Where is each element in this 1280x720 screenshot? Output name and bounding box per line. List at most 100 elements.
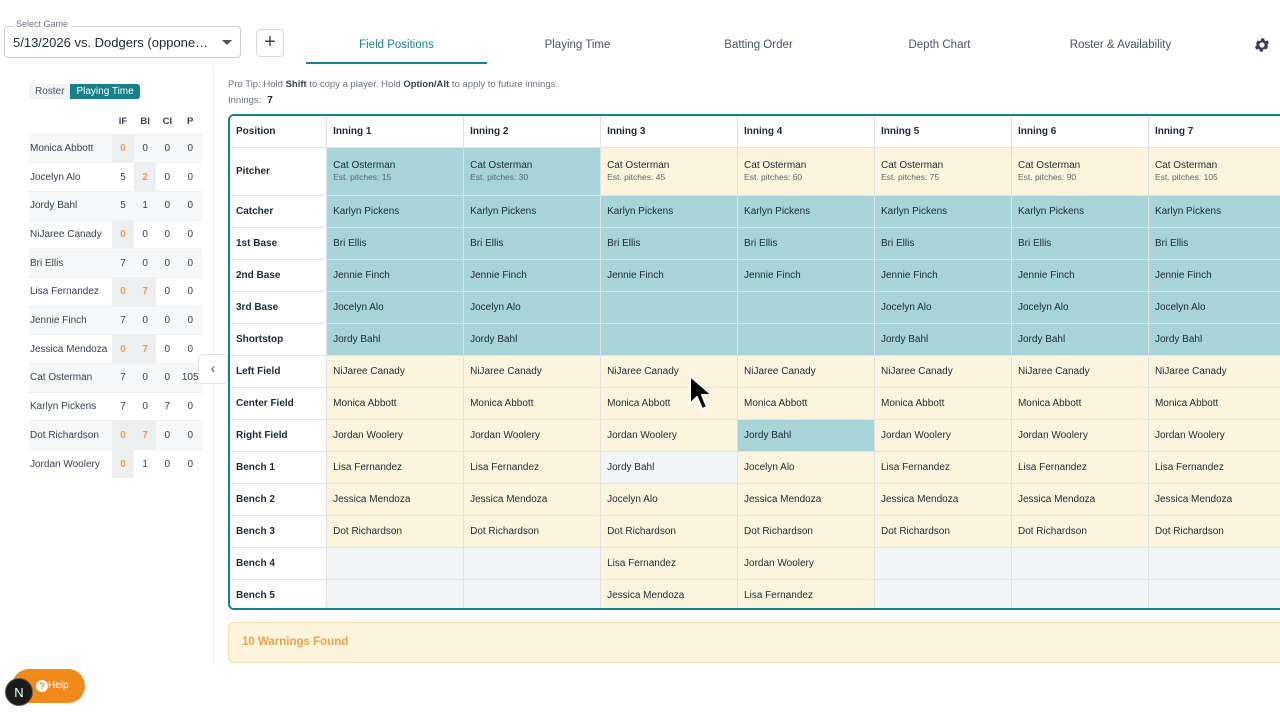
assignment-cell[interactable]: Jordy Bahl <box>874 323 1012 356</box>
add-game-button[interactable]: + <box>256 29 284 57</box>
assignment-cell[interactable]: Dot Richardson <box>737 515 875 548</box>
assignment-cell[interactable]: Jordy Bahl <box>600 451 739 484</box>
assignment-cell[interactable]: Jocelyn Alo <box>1011 291 1149 324</box>
assignment-cell[interactable]: Jessica Mendoza <box>463 483 602 516</box>
assignment-cell[interactable]: Lisa Fernandez <box>463 451 602 484</box>
assignment-cell[interactable]: Jocelyn Alo <box>600 483 739 516</box>
player-row[interactable]: Bri Ellis 7 0 0 0 <box>29 248 202 278</box>
assignment-cell[interactable]: Cat Osterman Est. pitches: 60 <box>737 147 875 196</box>
toggle-roster[interactable]: Roster <box>29 84 71 99</box>
gear-icon[interactable] <box>1253 36 1271 54</box>
assignment-cell[interactable]: Cat Osterman Est. pitches: 90 <box>1011 147 1149 196</box>
tab-playing-time[interactable]: Playing Time <box>544 39 611 51</box>
assignment-cell[interactable]: Jocelyn Alo <box>737 451 875 484</box>
assignment-cell[interactable]: NiJaree Canady <box>326 355 465 388</box>
game-select[interactable]: Select Game 5/13/2026 vs. Dodgers (oppon… <box>4 19 241 58</box>
assignment-cell[interactable]: Karlyn Pickens <box>463 195 602 228</box>
assignment-cell[interactable] <box>600 323 739 356</box>
player-row[interactable]: Jennie Finch 7 0 0 0 <box>29 305 202 335</box>
assignment-cell[interactable]: Bri Ellis <box>600 227 739 260</box>
assignment-cell[interactable]: NiJaree Canady <box>600 355 739 388</box>
assignment-cell[interactable]: Dot Richardson <box>874 515 1012 548</box>
assignment-cell[interactable]: Lisa Fernandez <box>1148 451 1280 484</box>
assignment-cell[interactable]: Bri Ellis <box>326 227 465 260</box>
assignment-cell[interactable] <box>874 579 1012 608</box>
assignment-cell[interactable] <box>1148 547 1280 580</box>
toggle-playing-time[interactable]: Playing Time <box>70 84 140 99</box>
player-row[interactable]: Lisa Fernandez 0 7 0 0 <box>29 276 202 307</box>
assignment-cell[interactable]: Jennie Finch <box>1148 259 1280 292</box>
assignment-cell[interactable]: Lisa Fernandez <box>600 547 739 580</box>
assignment-cell[interactable] <box>463 547 602 580</box>
assignment-cell[interactable]: Lisa Fernandez <box>874 451 1012 484</box>
tab-roster-availability[interactable]: Roster & Availability <box>1069 39 1172 51</box>
assignment-cell[interactable]: Cat Osterman Est. pitches: 45 <box>600 147 739 196</box>
assignment-cell[interactable] <box>326 547 465 580</box>
assignment-cell[interactable]: Monica Abbott <box>1148 387 1280 420</box>
assignment-cell[interactable]: Dot Richardson <box>1011 515 1149 548</box>
assignment-cell[interactable]: Bri Ellis <box>737 227 875 260</box>
assignment-cell[interactable]: Karlyn Pickens <box>600 195 739 228</box>
assignment-cell[interactable]: Jessica Mendoza <box>1148 483 1280 516</box>
avatar[interactable]: N <box>5 678 33 706</box>
assignment-cell[interactable]: Monica Abbott <box>737 387 875 420</box>
assignment-cell[interactable]: NiJaree Canady <box>737 355 875 388</box>
player-row[interactable]: Dot Richardson 0 7 0 0 <box>29 420 202 450</box>
assignment-cell[interactable]: Jordan Woolery <box>874 419 1012 452</box>
assignment-cell[interactable]: Karlyn Pickens <box>1148 195 1280 228</box>
assignment-cell[interactable]: Jessica Mendoza <box>600 579 739 608</box>
assignment-cell[interactable]: Jordan Woolery <box>463 419 602 452</box>
assignment-cell[interactable]: Dot Richardson <box>326 515 465 548</box>
assignment-cell[interactable]: Jocelyn Alo <box>463 291 602 324</box>
assignment-cell[interactable] <box>600 291 739 324</box>
assignment-cell[interactable]: Bri Ellis <box>463 227 602 260</box>
assignment-cell[interactable] <box>737 291 875 324</box>
assignment-cell[interactable]: Karlyn Pickens <box>1011 195 1149 228</box>
assignment-cell[interactable]: Bri Ellis <box>1148 227 1280 260</box>
player-row[interactable]: Jordan Woolery 0 1 0 0 <box>29 449 202 479</box>
player-row[interactable]: Monica Abbott 0 0 0 0 <box>29 133 202 163</box>
assignment-cell[interactable]: Jennie Finch <box>874 259 1012 292</box>
player-row[interactable]: Karlyn Pickens 7 0 7 0 <box>29 391 202 421</box>
assignment-cell[interactable]: Jennie Finch <box>737 259 875 292</box>
assignment-cell[interactable]: Monica Abbott <box>326 387 465 420</box>
assignment-cell[interactable] <box>463 579 602 608</box>
assignment-cell[interactable]: Karlyn Pickens <box>737 195 875 228</box>
assignment-cell[interactable] <box>1148 579 1280 608</box>
assignment-cell[interactable]: Jessica Mendoza <box>1011 483 1149 516</box>
assignment-cell[interactable]: Lisa Fernandez <box>1011 451 1149 484</box>
assignment-cell[interactable]: Monica Abbott <box>600 387 739 420</box>
assignment-cell[interactable]: Jordan Woolery <box>326 419 465 452</box>
assignment-cell[interactable]: NiJaree Canady <box>463 355 602 388</box>
assignment-cell[interactable]: Lisa Fernandez <box>737 579 875 608</box>
assignment-cell[interactable]: NiJaree Canady <box>874 355 1012 388</box>
assignment-cell[interactable]: Jordan Woolery <box>600 419 739 452</box>
assignment-cell[interactable]: Dot Richardson <box>463 515 602 548</box>
player-row[interactable]: Jocelyn Alo 5 2 0 0 <box>29 162 202 192</box>
assignment-cell[interactable]: NiJaree Canady <box>1148 355 1280 388</box>
assignment-cell[interactable]: Jordy Bahl <box>737 419 875 452</box>
assignment-cell[interactable]: Lisa Fernandez <box>326 451 465 484</box>
player-row[interactable]: NiJaree Canady 0 0 0 0 <box>29 219 202 249</box>
assignment-cell[interactable]: Jordy Bahl <box>1148 323 1280 356</box>
assignment-cell[interactable] <box>1011 547 1149 580</box>
assignment-cell[interactable]: Jennie Finch <box>326 259 465 292</box>
assignment-cell[interactable]: Karlyn Pickens <box>874 195 1012 228</box>
assignment-cell[interactable]: Dot Richardson <box>600 515 739 548</box>
assignment-cell[interactable]: Monica Abbott <box>463 387 602 420</box>
chevron-left-icon[interactable]: ‹ <box>198 354 228 384</box>
assignment-cell[interactable]: Monica Abbott <box>874 387 1012 420</box>
assignment-cell[interactable]: Karlyn Pickens <box>326 195 465 228</box>
player-row[interactable]: Cat Osterman 7 0 0 105 <box>29 363 202 393</box>
assignment-cell[interactable]: Monica Abbott <box>1011 387 1149 420</box>
assignment-cell[interactable]: Jordy Bahl <box>326 323 465 356</box>
assignment-cell[interactable]: Jocelyn Alo <box>874 291 1012 324</box>
assignment-cell[interactable] <box>1011 579 1149 608</box>
assignment-cell[interactable]: Jessica Mendoza <box>326 483 465 516</box>
assignment-cell[interactable]: Jordan Woolery <box>1011 419 1149 452</box>
player-row[interactable]: Jessica Mendoza 0 7 0 0 <box>29 334 202 364</box>
assignment-cell[interactable]: Jessica Mendoza <box>874 483 1012 516</box>
assignment-cell[interactable]: Cat Osterman Est. pitches: 30 <box>463 147 602 196</box>
assignment-cell[interactable]: Jocelyn Alo <box>1148 291 1280 324</box>
assignment-cell[interactable]: Jennie Finch <box>1011 259 1149 292</box>
